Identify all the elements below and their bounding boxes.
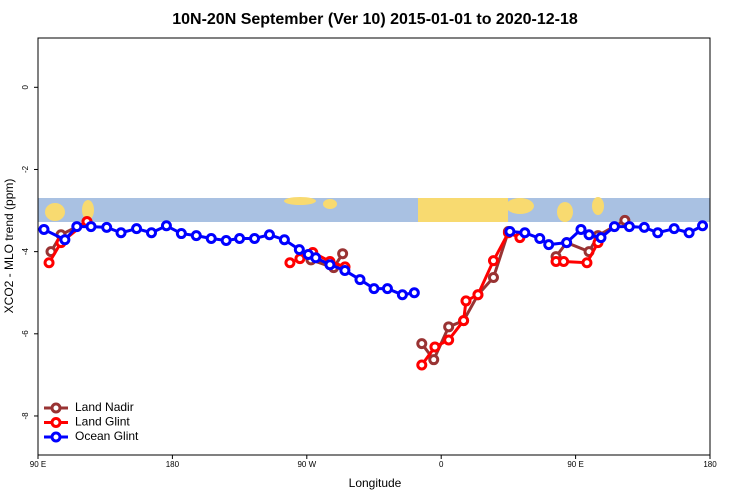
point xyxy=(368,283,380,295)
x-tick-label: 0 xyxy=(439,460,444,469)
point xyxy=(396,289,408,301)
legend-label: Land Glint xyxy=(75,415,130,429)
x-tick-label: 90 E xyxy=(567,460,583,469)
x-tick-label: 90 E xyxy=(30,460,46,469)
point xyxy=(428,354,440,366)
y-tick-label: -8 xyxy=(21,412,30,420)
point xyxy=(623,221,635,233)
point xyxy=(339,265,351,277)
point xyxy=(59,234,71,246)
point xyxy=(460,295,472,307)
point xyxy=(324,259,336,271)
legend-marker xyxy=(50,417,62,428)
point xyxy=(575,223,587,235)
point xyxy=(293,244,305,256)
point xyxy=(652,227,664,239)
point xyxy=(543,239,555,251)
point xyxy=(43,257,55,269)
point xyxy=(234,232,246,244)
point xyxy=(381,283,393,295)
point xyxy=(249,232,261,244)
point xyxy=(337,248,349,260)
point xyxy=(487,255,499,267)
legend-marker xyxy=(50,431,62,443)
point xyxy=(278,234,290,246)
point xyxy=(534,232,546,244)
x-tick-label: 180 xyxy=(166,460,180,469)
point xyxy=(472,289,484,301)
y-tick-label: -2 xyxy=(21,165,30,173)
point xyxy=(71,221,83,233)
x-tick-label: 180 xyxy=(703,460,717,469)
point xyxy=(294,253,306,265)
x-axis-label: Longitude xyxy=(349,476,402,490)
legend-label: Ocean Glint xyxy=(75,429,139,443)
point xyxy=(608,221,620,233)
point xyxy=(638,221,650,233)
point xyxy=(220,235,232,247)
y-tick-label: -6 xyxy=(21,330,30,338)
point xyxy=(429,341,441,353)
point xyxy=(416,338,428,350)
point xyxy=(131,223,143,235)
legend-label: Land Nadir xyxy=(75,400,134,414)
point xyxy=(581,257,593,269)
point xyxy=(85,221,97,233)
point xyxy=(697,220,709,232)
point xyxy=(683,227,695,239)
point xyxy=(175,228,187,240)
point xyxy=(190,230,202,242)
point xyxy=(561,237,573,249)
map-band xyxy=(38,197,710,222)
plot-frame xyxy=(37,37,711,456)
point xyxy=(458,315,470,327)
x-tick-label: 90 W xyxy=(297,460,316,469)
point xyxy=(443,321,455,333)
point xyxy=(101,221,113,233)
y-tick-label: 0 xyxy=(21,85,30,90)
y-axis-label: XCO2 - MLO trend (ppm) xyxy=(2,179,16,314)
point xyxy=(263,229,275,241)
point xyxy=(487,272,499,284)
legend-marker xyxy=(50,402,62,414)
point xyxy=(205,232,217,244)
point xyxy=(354,274,366,286)
point xyxy=(504,226,516,238)
point xyxy=(160,220,172,232)
point xyxy=(595,232,607,244)
point xyxy=(145,227,157,239)
series-line xyxy=(47,220,600,366)
point xyxy=(284,257,296,269)
point xyxy=(115,227,127,239)
y-tick-label: -4 xyxy=(21,248,30,256)
point xyxy=(443,334,455,346)
point xyxy=(310,252,322,264)
chart-title: 10N-20N September (Ver 10) 2015-01-01 to… xyxy=(172,11,578,28)
point xyxy=(416,359,428,371)
point xyxy=(558,255,570,267)
point xyxy=(38,223,50,235)
point xyxy=(519,227,531,239)
point xyxy=(583,229,595,241)
point xyxy=(668,223,680,235)
point xyxy=(408,287,420,299)
